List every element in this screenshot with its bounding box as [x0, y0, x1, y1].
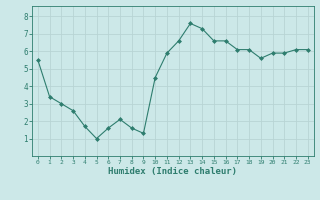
X-axis label: Humidex (Indice chaleur): Humidex (Indice chaleur) [108, 167, 237, 176]
